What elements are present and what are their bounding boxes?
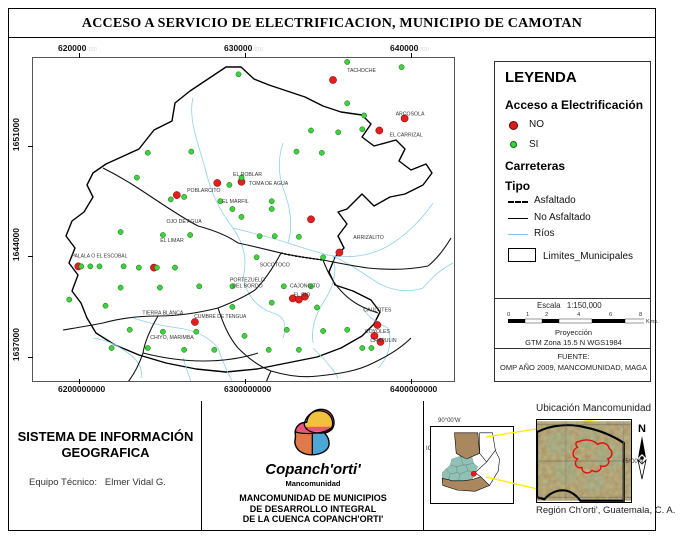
svg-text:EL CARRIZAL: EL CARRIZAL	[390, 133, 423, 139]
svg-text:OJO DE AGUA: OJO DE AGUA	[167, 219, 203, 225]
svg-text:COYOLES: COYOLES	[365, 329, 391, 335]
svg-text:SOCOTOCO: SOCOTOCO	[260, 262, 290, 268]
svg-text:CAULOTES: CAULOTES	[363, 308, 392, 314]
svg-text:CHIYO, MARIMBA: CHIYO, MARIMBA	[150, 335, 194, 341]
svg-text:EL ROBLAR: EL ROBLAR	[233, 172, 262, 178]
svg-text:ARRIZALITO: ARRIZALITO	[353, 235, 383, 241]
svg-text:EL LIMAR: EL LIMAR	[160, 238, 184, 244]
svg-text:CHAPULIN: CHAPULIN	[370, 338, 396, 344]
svg-text:ARCOSOLA: ARCOSOLA	[396, 111, 425, 117]
svg-text:TACHOCHE: TACHOCHE	[347, 68, 376, 74]
svg-text:PALALA O EL ESCOBAL: PALALA O EL ESCOBAL	[72, 253, 128, 259]
svg-text:PORTEZUELO: PORTEZUELO	[230, 278, 265, 284]
svg-text:N: N	[638, 423, 646, 435]
svg-text:EL RIO: EL RIO	[293, 293, 310, 299]
svg-text:TOMA DE AGUA: TOMA DE AGUA	[249, 181, 289, 187]
svg-text:POBLARCITO: POBLARCITO	[187, 188, 220, 194]
svg-text:CUMBRE DE TENGUA: CUMBRE DE TENGUA	[194, 314, 247, 320]
svg-text:CAJONCITO: CAJONCITO	[290, 284, 320, 290]
svg-text:TIERRA BLANCA: TIERRA BLANCA	[142, 311, 183, 317]
svg-text:EL MARFIL: EL MARFIL	[222, 199, 249, 205]
svg-text:DEL BORDO: DEL BORDO	[232, 284, 262, 290]
